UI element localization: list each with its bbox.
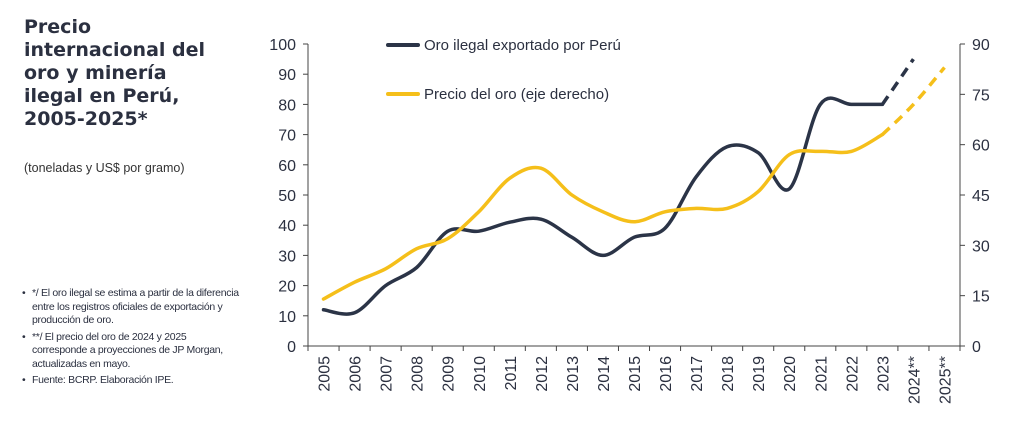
left-tick-label: 10 — [278, 309, 296, 326]
x-tick-label: 2021 — [813, 356, 830, 392]
footnote-illegal-gold: */ El oro ilegal se estima a partir de l… — [22, 287, 242, 328]
x-tick-label: 2025** — [937, 356, 954, 404]
axes: 0 10 20 30 40 50 60 70 80 90 100 0 15 30 45 60 75 90 2005 2… — [269, 37, 990, 404]
series-lines — [321, 58, 946, 316]
left-tick-label: 50 — [278, 188, 296, 205]
x-tick-label: 2023 — [875, 356, 892, 392]
right-tick-label: 30 — [972, 238, 990, 255]
x-tick-label: 2010 — [472, 356, 489, 392]
chart-subtitle: (toneladas y US$ por gramo) — [24, 161, 185, 175]
x-tick-label: 2012 — [534, 356, 551, 392]
left-tick-label: 20 — [278, 279, 296, 296]
footnote-gold-price: **/ El precio del oro de 2024 y 2025 cor… — [22, 331, 242, 372]
legend-label-illegal-gold: Oro ilegal exportado por Perú — [424, 37, 621, 54]
chart-title: Precio internacional del oro y minería i… — [24, 16, 206, 130]
x-tick-label: 2013 — [565, 356, 582, 392]
legend: Oro ilegal exportado por Perú Precio del… — [386, 37, 621, 103]
x-tick-label: 2007 — [379, 356, 396, 392]
right-tick-label: 90 — [972, 37, 990, 54]
right-tick-label: 15 — [972, 289, 990, 306]
right-tick-label: 75 — [972, 87, 990, 104]
x-tick-label: 2020 — [782, 356, 799, 392]
left-tick-label: 80 — [278, 97, 296, 114]
series-line-gold-price — [321, 132, 885, 301]
right-tick-label: 60 — [972, 138, 990, 155]
left-tick-label: 60 — [278, 158, 296, 175]
left-tick-label: 0 — [287, 339, 296, 356]
x-tick-label: 2006 — [348, 356, 365, 392]
x-tick-label: 2009 — [441, 356, 458, 392]
x-tick-label: 2024** — [906, 356, 923, 404]
series-line-gold-price-projection — [881, 66, 946, 136]
x-tick-label: 2008 — [410, 356, 427, 392]
x-tick-label: 2018 — [720, 356, 737, 392]
x-tick-label: 2019 — [751, 356, 768, 392]
series-line-illegal-gold-projection — [880, 58, 915, 106]
x-tick-label: 2016 — [658, 356, 675, 392]
x-tick-label: 2014 — [596, 356, 613, 392]
right-tick-label: 0 — [972, 339, 981, 356]
left-tick-label: 30 — [278, 248, 296, 265]
x-tick-label: 2015 — [627, 356, 644, 392]
left-tick-label: 40 — [278, 218, 296, 235]
x-tick-label: 2011 — [503, 356, 520, 391]
series-line-illegal-gold — [321, 96, 885, 316]
x-tick-label: 2005 — [317, 356, 334, 392]
x-tick-label: 2022 — [844, 356, 861, 392]
legend-label-gold-price: Precio del oro (eje derecho) — [424, 86, 609, 103]
x-tick-label: 2017 — [689, 356, 706, 392]
left-tick-label: 90 — [278, 67, 296, 84]
left-tick-label: 70 — [278, 128, 296, 145]
left-tick-label: 100 — [269, 37, 296, 54]
right-tick-label: 45 — [972, 188, 990, 205]
footnote-source: Fuente: BCRP. Elaboración IPE. — [22, 374, 242, 388]
footnotes: */ El oro ilegal se estima a partir de l… — [22, 287, 242, 391]
